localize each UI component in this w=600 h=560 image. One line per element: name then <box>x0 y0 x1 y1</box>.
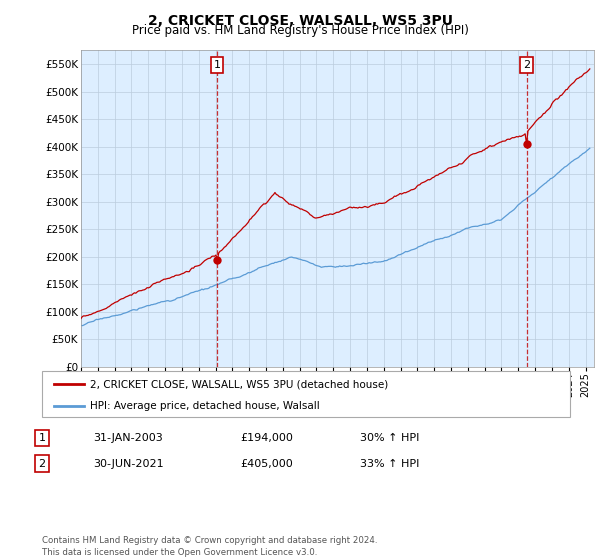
Text: 1: 1 <box>214 60 220 70</box>
Text: 2: 2 <box>38 459 46 469</box>
Text: 2: 2 <box>523 60 530 70</box>
Text: 30-JUN-2021: 30-JUN-2021 <box>93 459 164 469</box>
Text: 2, CRICKET CLOSE, WALSALL, WS5 3PU: 2, CRICKET CLOSE, WALSALL, WS5 3PU <box>148 14 452 28</box>
Text: Contains HM Land Registry data © Crown copyright and database right 2024.
This d: Contains HM Land Registry data © Crown c… <box>42 536 377 557</box>
Text: Price paid vs. HM Land Registry's House Price Index (HPI): Price paid vs. HM Land Registry's House … <box>131 24 469 37</box>
Text: 33% ↑ HPI: 33% ↑ HPI <box>360 459 419 469</box>
Text: £405,000: £405,000 <box>240 459 293 469</box>
Text: £194,000: £194,000 <box>240 433 293 443</box>
Text: HPI: Average price, detached house, Walsall: HPI: Average price, detached house, Wals… <box>90 401 320 410</box>
Text: 2, CRICKET CLOSE, WALSALL, WS5 3PU (detached house): 2, CRICKET CLOSE, WALSALL, WS5 3PU (deta… <box>90 379 388 389</box>
Text: 1: 1 <box>38 433 46 443</box>
Text: 30% ↑ HPI: 30% ↑ HPI <box>360 433 419 443</box>
Text: 31-JAN-2003: 31-JAN-2003 <box>93 433 163 443</box>
